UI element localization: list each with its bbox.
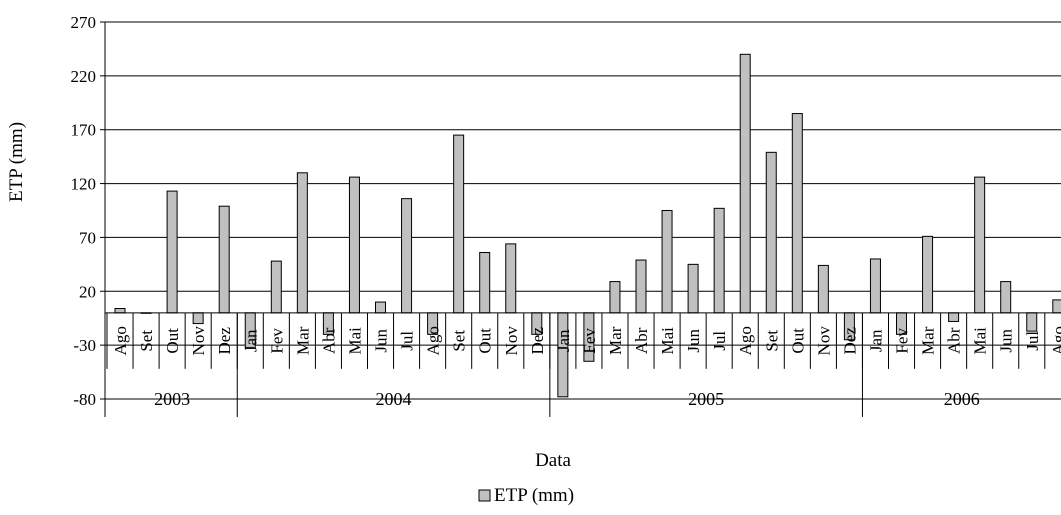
bar [348, 176, 360, 314]
bar [713, 207, 725, 314]
month-label: Jul [398, 331, 417, 351]
bar [635, 259, 647, 314]
bar [922, 235, 934, 314]
bar [166, 190, 178, 314]
bar [296, 172, 308, 314]
bar [948, 312, 960, 322]
month-label: Jun [684, 329, 703, 353]
bar [765, 151, 777, 314]
bar [505, 243, 517, 314]
month-label: Mar [293, 326, 312, 355]
bar [375, 301, 386, 314]
month-label: Out [163, 328, 182, 354]
month-label: Mar [919, 326, 938, 355]
year-label: 2006 [944, 389, 980, 409]
legend: ETP (mm) [478, 485, 574, 506]
month-label: Fev [580, 328, 599, 354]
tick-labels: -80 -30 20 70 120 170 220 270 Ago Set Out Nov Dez Jan… [71, 13, 1061, 409]
month-label: Ago [424, 326, 443, 355]
bar [687, 263, 699, 314]
month-label: Fev [893, 328, 912, 354]
month-label: Fev [267, 328, 286, 354]
bar [479, 251, 491, 314]
bar [974, 176, 986, 314]
month-label: Jan [866, 329, 885, 352]
bar [453, 134, 465, 314]
bar [401, 198, 413, 314]
y-tick-label: -80 [73, 390, 96, 409]
bar [869, 258, 881, 314]
month-label: Nov [189, 326, 208, 356]
month-label: Ago [111, 326, 130, 355]
month-label: Mai [971, 327, 990, 355]
month-label: Dez [840, 327, 859, 355]
month-label: Ago [1049, 326, 1061, 355]
y-tick-label: 170 [71, 121, 97, 140]
gridlines [105, 21, 1061, 400]
month-label: Jan [241, 329, 260, 352]
month-label: Jun [372, 329, 391, 353]
legend-label: ETP (mm) [494, 485, 574, 506]
y-axis-title: ETP (mm) [6, 122, 27, 202]
bar [270, 260, 282, 314]
month-label: Abr [632, 327, 651, 354]
y-tick-label: 70 [79, 228, 96, 247]
legend-swatch [478, 489, 491, 502]
bar [739, 53, 751, 314]
year-label: 2004 [376, 389, 412, 409]
month-label: Jan [554, 329, 573, 352]
bar [661, 209, 673, 314]
year-label: 2005 [688, 389, 724, 409]
month-label: Out [788, 328, 807, 354]
month-label: Ago [736, 326, 755, 355]
y-tick-label: 120 [71, 175, 97, 194]
x-axis-title: Data [535, 450, 571, 471]
y-tick-label: 270 [71, 13, 97, 32]
bar [791, 113, 803, 314]
month-label: Set [450, 330, 469, 352]
month-label: Mai [658, 327, 677, 355]
month-label: Abr [319, 327, 338, 354]
axes [100, 21, 1061, 417]
month-label: Jun [997, 329, 1016, 353]
month-label: Out [476, 328, 495, 354]
bar [1052, 299, 1061, 314]
bar [557, 312, 569, 398]
month-label: Set [762, 330, 781, 352]
bar [1026, 312, 1038, 332]
bar [192, 312, 204, 325]
y-tick-label: 220 [71, 67, 97, 86]
bar [817, 264, 829, 314]
month-label: Mai [345, 327, 364, 355]
month-label: Mar [606, 326, 625, 355]
month-label: Nov [502, 326, 521, 356]
bar [1000, 281, 1012, 314]
month-label: Abr [945, 327, 964, 354]
month-label: Dez [215, 327, 234, 355]
month-label: Set [137, 330, 156, 352]
month-label: Jul [710, 331, 729, 351]
month-label: Dez [528, 327, 547, 355]
month-label: Jul [1023, 331, 1042, 351]
bars [114, 53, 1061, 398]
bar [609, 281, 621, 314]
y-tick-label: 20 [79, 282, 96, 301]
month-label: Nov [814, 326, 833, 356]
bar [218, 205, 230, 314]
bar [114, 308, 126, 314]
y-tick-label: -30 [73, 336, 96, 355]
year-label: 2003 [154, 389, 190, 409]
